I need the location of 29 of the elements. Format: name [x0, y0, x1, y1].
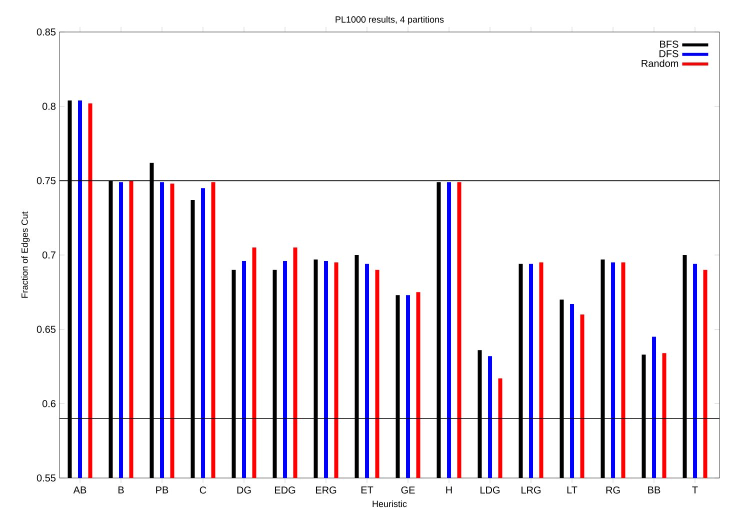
- chart-title: PL1000 results, 4 partitions: [336, 16, 444, 24]
- x-axis-title: Heuristic: [372, 500, 407, 508]
- x-tick-label: PB: [156, 486, 168, 494]
- x-tick-label: C: [200, 486, 206, 494]
- y-tick-label: 0.75: [36, 177, 56, 184]
- x-tick-label: RG: [606, 486, 620, 494]
- x-tick-label: EDG: [274, 486, 296, 494]
- x-tick-label: T: [692, 486, 698, 494]
- y-tick-label: 0.65: [36, 326, 56, 333]
- x-tick-label: GE: [401, 486, 415, 494]
- x-tick-label: ET: [361, 486, 374, 494]
- x-tick-label: H: [446, 486, 452, 494]
- x-tick-label: B: [118, 486, 124, 494]
- x-tick-label: LT: [567, 486, 578, 494]
- x-tick-label: ERG: [316, 486, 336, 494]
- x-tick-label: LRG: [522, 486, 541, 494]
- x-tick-label: LDG: [480, 486, 500, 494]
- legend-label: DFS: [660, 50, 678, 58]
- y-tick-label: 0.6: [42, 400, 56, 408]
- legend-label: BFS: [660, 40, 678, 48]
- y-tick-label: 0.85: [36, 28, 56, 36]
- y-tick-label: 0.55: [36, 474, 56, 482]
- legend-label: Random: [642, 60, 678, 67]
- y-axis-title: Fraction of Edges Cut: [21, 212, 30, 298]
- x-tick-label: BB: [648, 486, 660, 494]
- x-tick-label: AB: [73, 486, 86, 494]
- y-tick-label: 0.8: [42, 102, 56, 110]
- x-tick-label: DG: [237, 486, 251, 494]
- y-tick-label: 0.7: [42, 251, 56, 259]
